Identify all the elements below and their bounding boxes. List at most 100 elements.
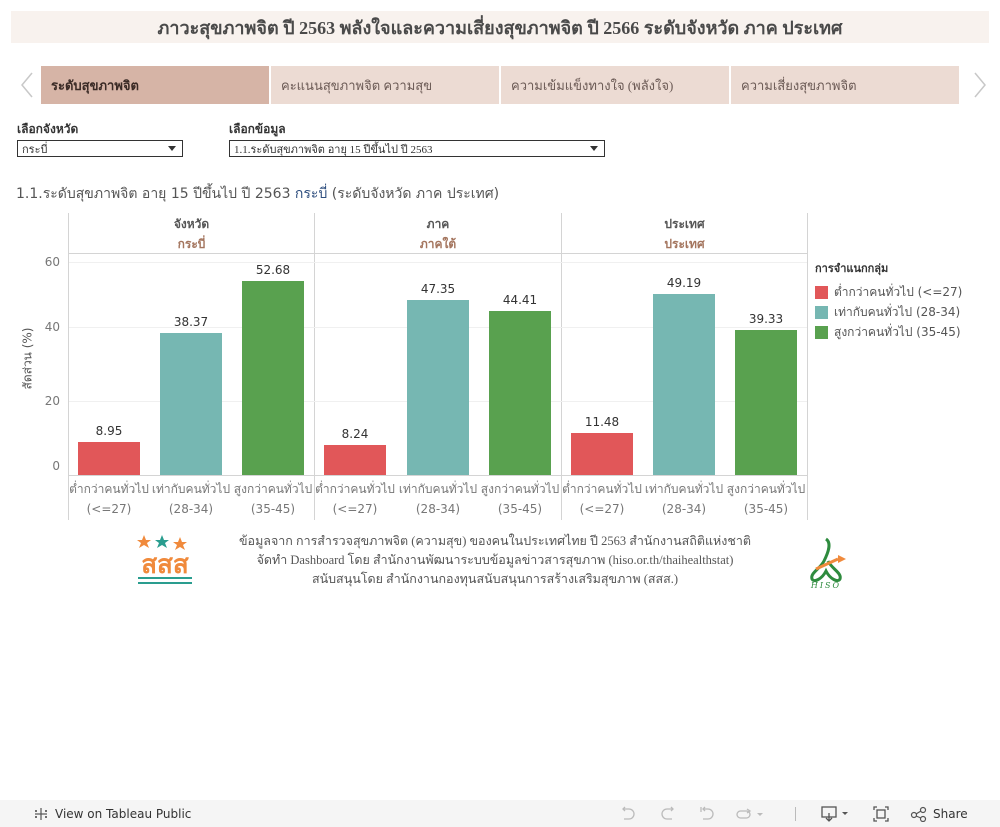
share-button[interactable]: Share — [910, 800, 968, 827]
panel-level: จังหวัด — [173, 217, 210, 231]
bar-region-low[interactable] — [324, 445, 386, 475]
x-category-label: เท่ากับคนทั่วไป (28-34) — [398, 482, 478, 516]
revert-button[interactable] — [698, 800, 716, 827]
legend-title: การจำแนกกลุ่ม — [815, 262, 889, 275]
tableau-toolbar: View on Tableau Public Share — [0, 800, 1000, 827]
legend-item-equal[interactable]: เท่ากับคนทั่วไป (28-34) — [815, 302, 962, 322]
chevron-right-icon — [974, 72, 986, 98]
fullscreen-icon — [873, 805, 889, 822]
x-category-label: เท่ากับคนทั่วไป (28-34) — [151, 482, 231, 516]
y-tick: 0 — [52, 459, 60, 473]
header-separator — [68, 253, 808, 254]
download-icon — [821, 805, 848, 822]
legend-swatch — [815, 285, 828, 299]
download-button[interactable] — [820, 800, 852, 827]
thaihealth-logo: สสส — [134, 533, 196, 588]
bar-country-high[interactable] — [735, 330, 797, 475]
fullscreen-button[interactable] — [872, 800, 890, 827]
tab-mental-health-risk[interactable]: ความเสี่ยงสุขภาพจิต — [731, 66, 959, 104]
share-label: Share — [933, 806, 968, 821]
bar-value-label: 8.95 — [95, 424, 123, 438]
bar-value-label: 8.24 — [341, 427, 369, 441]
navigation-tabs: ระดับสุขภาพจิต คะแนนสุขภาพจิต ความสุข คว… — [11, 66, 989, 104]
bar-country-equal[interactable] — [653, 294, 715, 475]
bar-value-label: 49.19 — [666, 276, 702, 290]
redo-button[interactable] — [659, 800, 677, 827]
refresh-icon — [736, 807, 763, 819]
legend-item-label: สูงกว่าคนทั่วไป (35-45) — [834, 324, 961, 339]
legend-item-high[interactable]: สูงกว่าคนทั่วไป (35-45) — [815, 322, 962, 342]
bar-value-label: 44.41 — [502, 293, 538, 307]
data-select-value: 1.1.ระดับสุขภาพจิต อายุ 15 ปีขึ้นไป ปี 2… — [234, 143, 433, 156]
svg-text:สสส: สสส — [141, 550, 189, 580]
panel-header-region: ภาค ภาคใต้ — [315, 213, 561, 253]
svg-text:HISO: HISO — [810, 581, 841, 590]
panel-divider — [68, 213, 69, 520]
dashboard-title: ภาวะสุขภาพจิต ปี 2563 พลังใจและความเสี่ย… — [11, 11, 989, 43]
y-tick: 20 — [44, 394, 60, 408]
bar-province-low[interactable] — [78, 442, 140, 475]
toolbar-divider — [795, 800, 796, 827]
panel-name: ประเทศ — [664, 237, 705, 251]
nav-prev-button[interactable] — [13, 66, 41, 104]
x-category-label: เท่ากับคนทั่วไป (28-34) — [644, 482, 724, 516]
x-category-label: สูงกว่าคนทั่วไป (35-45) — [726, 482, 806, 516]
legend-swatch — [815, 305, 828, 319]
view-on-tableau-label: View on Tableau Public — [55, 806, 192, 821]
chart-heading: 1.1.ระดับสุขภาพจิต อายุ 15 ปีขึ้นไป ปี 2… — [16, 183, 499, 205]
bar-province-high[interactable] — [242, 281, 304, 475]
thaihealth-logo-icon: สสส — [137, 535, 192, 584]
panel-level: ประเทศ — [664, 217, 705, 231]
y-tick: 40 — [44, 320, 60, 334]
x-category-label: ต่ำกว่าคนทั่วไป (<=27) — [562, 482, 642, 516]
footer-line-sponsor: สนับสนุนโดย สำนักงานกองทุนสนับสนุนการสร้… — [311, 572, 679, 586]
y-axis-label: สัดส่วน (%) — [20, 327, 35, 390]
tab-mental-health-level[interactable]: ระดับสุขภาพจิต — [41, 66, 269, 104]
chevron-left-icon — [21, 72, 33, 98]
bar-country-low[interactable] — [571, 433, 633, 475]
y-tick: 60 — [44, 255, 60, 269]
tab-mental-health-score[interactable]: คะแนนสุขภาพจิต ความสุข — [271, 66, 499, 104]
x-category-label: ต่ำกว่าคนทั่วไป (<=27) — [69, 482, 149, 516]
panel-name: ภาคใต้ — [419, 237, 457, 251]
footer-credits: ข้อมูลจาก การสำรวจสุขภาพจิต (ความสุข) ขอ… — [220, 532, 770, 589]
legend-item-low[interactable]: ต่ำกว่าคนทั่วไป (<=27) — [815, 282, 962, 302]
bar-value-label: 38.37 — [173, 315, 209, 329]
legend-item-label: ต่ำกว่าคนทั่วไป (<=27) — [834, 284, 963, 299]
bar-value-label: 52.68 — [255, 263, 291, 277]
gridline — [69, 262, 807, 263]
bar-province-equal[interactable] — [160, 333, 222, 475]
bar-region-equal[interactable] — [407, 300, 469, 475]
tab-resilience[interactable]: ความเข้มแข็งทางใจ (พลังใจ) — [501, 66, 729, 104]
refresh-button[interactable] — [735, 800, 765, 827]
x-category-label: สูงกว่าคนทั่วไป (35-45) — [233, 482, 313, 516]
x-category-label: สูงกว่าคนทั่วไป (35-45) — [480, 482, 560, 516]
panel-header-country: ประเทศ ประเทศ — [562, 213, 807, 253]
view-on-tableau-link[interactable]: View on Tableau Public — [33, 800, 191, 827]
tableau-logo-icon — [35, 807, 47, 820]
panel-name: กระบี่ — [177, 237, 206, 251]
x-axis-line — [68, 475, 808, 476]
chart-legend: การจำแนกกลุ่ม ต่ำกว่าคนทั่วไป (<=27) เท่… — [815, 259, 962, 342]
province-filter-label: เลือกจังหวัด — [17, 122, 79, 136]
hiso-logo-icon: HISO — [810, 537, 846, 590]
panel-divider — [314, 213, 315, 520]
dropdown-caret-icon — [168, 146, 176, 151]
panel-level: ภาค — [426, 217, 450, 231]
hiso-logo: HISO — [802, 535, 850, 590]
province-select-value: กระบี่ — [22, 143, 48, 156]
redo-icon — [661, 806, 674, 820]
data-select[interactable]: 1.1.ระดับสุขภาพจิต อายุ 15 ปีขึ้นไป ปี 2… — [229, 140, 605, 157]
province-select[interactable]: กระบี่ — [17, 140, 183, 157]
revert-icon — [700, 806, 714, 820]
nav-next-button[interactable] — [966, 66, 994, 104]
undo-button[interactable] — [619, 800, 637, 827]
chart-heading-province: กระบี่ — [294, 186, 328, 202]
legend-item-label: เท่ากับคนทั่วไป (28-34) — [834, 304, 961, 319]
chart-heading-suffix: (ระดับจังหวัด ภาค ประเทศ) — [327, 186, 500, 202]
chart-heading-prefix: 1.1.ระดับสุขภาพจิต อายุ 15 ปีขึ้นไป ปี 2… — [16, 186, 295, 202]
share-icon — [910, 806, 927, 822]
undo-icon — [622, 806, 635, 820]
bar-value-label: 11.48 — [584, 415, 620, 429]
bar-region-high[interactable] — [489, 311, 551, 475]
